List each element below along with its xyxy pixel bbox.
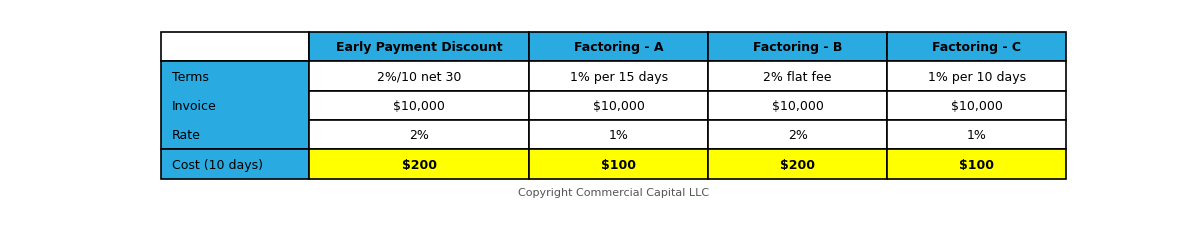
Text: $100: $100 — [601, 158, 636, 171]
Text: 1% per 10 days: 1% per 10 days — [928, 70, 1026, 83]
Bar — [529, 33, 709, 62]
Bar — [529, 62, 709, 91]
Bar — [309, 62, 529, 91]
Text: Invoice: Invoice — [172, 100, 217, 112]
Bar — [309, 150, 529, 179]
Bar — [160, 33, 309, 62]
Text: $10,000: $10,000 — [393, 100, 445, 112]
Bar — [887, 150, 1067, 179]
Bar — [709, 62, 887, 91]
Bar — [887, 121, 1067, 150]
Bar — [309, 33, 529, 62]
Text: Factoring - C: Factoring - C — [932, 41, 1021, 54]
Bar — [709, 121, 887, 150]
Bar — [160, 150, 309, 179]
Text: $10,000: $10,000 — [772, 100, 824, 112]
Bar — [160, 62, 309, 150]
Bar — [887, 91, 1067, 121]
Text: Factoring - B: Factoring - B — [753, 41, 843, 54]
Text: 2%/10 net 30: 2%/10 net 30 — [377, 70, 461, 83]
Text: 2%: 2% — [788, 129, 808, 142]
Text: $10,000: $10,000 — [593, 100, 644, 112]
Text: 1%: 1% — [967, 129, 986, 142]
Bar — [887, 33, 1067, 62]
Text: 1%: 1% — [608, 129, 628, 142]
Text: Rate: Rate — [172, 129, 201, 142]
Text: Early Payment Discount: Early Payment Discount — [336, 41, 503, 54]
Text: $200: $200 — [780, 158, 815, 171]
Bar — [529, 91, 709, 121]
Text: $100: $100 — [959, 158, 995, 171]
Text: 2% flat fee: 2% flat fee — [764, 70, 832, 83]
Bar — [309, 121, 529, 150]
Text: Cost (10 days): Cost (10 days) — [172, 158, 263, 171]
Text: 1% per 15 days: 1% per 15 days — [570, 70, 668, 83]
Bar — [309, 91, 529, 121]
Text: Copyright Commercial Capital LLC: Copyright Commercial Capital LLC — [518, 187, 709, 197]
Text: Factoring - A: Factoring - A — [573, 41, 663, 54]
Text: $10,000: $10,000 — [950, 100, 1003, 112]
Bar — [529, 150, 709, 179]
Bar — [887, 62, 1067, 91]
Bar — [709, 33, 887, 62]
Bar — [529, 121, 709, 150]
Bar — [709, 91, 887, 121]
Text: $200: $200 — [401, 158, 437, 171]
Bar — [709, 150, 887, 179]
Text: 2%: 2% — [409, 129, 429, 142]
Text: Terms: Terms — [172, 70, 208, 83]
